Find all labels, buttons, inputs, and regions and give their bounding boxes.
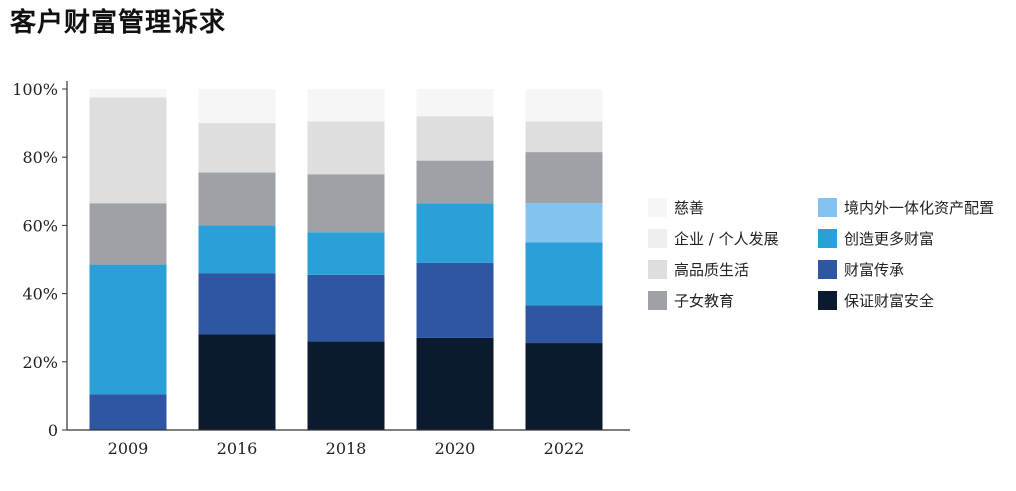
legend-swatch-6 <box>818 229 837 248</box>
y-tick-label: 100% <box>12 80 58 99</box>
bar-segment-2018-8 <box>307 89 385 122</box>
bar-segment-2018-5 <box>307 174 385 233</box>
bar-segment-2022-2 <box>525 305 603 344</box>
bar-segment-2020-3 <box>416 203 494 263</box>
legend-swatch-1 <box>648 198 667 217</box>
legend-swatch-3 <box>648 260 667 279</box>
bar-segment-2018-1 <box>307 341 385 430</box>
legend-item-2: 企业 / 个人发展 <box>648 223 818 254</box>
bar-segment-2022-1 <box>525 343 603 430</box>
bar-segment-2022-5 <box>525 152 603 204</box>
legend-item-5: 境内外一体化资产配置 <box>818 192 1008 223</box>
legend-item-7: 财富传承 <box>818 254 1008 285</box>
legend-swatch-4 <box>648 291 667 310</box>
bar-segment-2022-6 <box>525 121 603 153</box>
bar-segment-2009-6 <box>89 97 167 204</box>
bar-segment-2016-8 <box>198 89 276 124</box>
legend-label-3: 高品质生活 <box>674 261 750 279</box>
bar-segment-2016-6 <box>198 123 276 173</box>
bars-group <box>89 89 603 430</box>
axes-group: 0 20% 40% 60% 80% 100% 2009 2016 2018 2020 2022 <box>12 80 630 458</box>
legend-swatch-5 <box>818 198 837 217</box>
bar-segment-2020-6 <box>416 116 494 161</box>
legend-label-7: 财富传承 <box>844 261 905 279</box>
x-tick-label: 2018 <box>326 439 367 458</box>
legend-swatch-7 <box>818 260 837 279</box>
y-tick-label: 40% <box>22 285 58 304</box>
bar-segment-2009-2 <box>89 394 167 430</box>
bar-segment-2022-8 <box>525 89 603 122</box>
x-tick-label: 2020 <box>435 439 476 458</box>
legend-label-8: 保证财富安全 <box>844 292 935 310</box>
legend-item-6: 创造更多财富 <box>818 223 1008 254</box>
legend-item-1: 慈善 <box>648 192 818 223</box>
bar-segment-2020-1 <box>416 337 494 430</box>
legend-label-6: 创造更多财富 <box>844 230 935 248</box>
x-tick-label: 2022 <box>544 439 585 458</box>
bar-segment-2020-8 <box>416 89 494 117</box>
legend-item-3: 高品质生活 <box>648 254 818 285</box>
bar-segment-2009-8 <box>89 89 167 98</box>
bar-segment-2016-2 <box>198 273 276 335</box>
bar-segment-2018-3 <box>307 232 385 275</box>
bar-segment-2018-2 <box>307 274 385 342</box>
page-title: 客户财富管理诉求 <box>10 8 227 38</box>
bar-segment-2016-1 <box>198 334 276 430</box>
x-tick-label: 2016 <box>217 439 258 458</box>
bar-segment-2022-3 <box>525 242 603 306</box>
legend-item-4: 子女教育 <box>648 285 818 316</box>
legend: 慈善 境内外一体化资产配置 企业 / 个人发展 创造更多财富 高品质生活 财富传… <box>648 192 1008 316</box>
x-tick-label: 2009 <box>108 439 149 458</box>
bar-segment-2022-4 <box>525 203 603 243</box>
bar-segment-2020-5 <box>416 160 494 204</box>
y-tick-label: 20% <box>22 353 58 372</box>
bar-segment-2009-5 <box>89 203 167 265</box>
bar-segment-2018-6 <box>307 121 385 175</box>
y-tick-label: 0 <box>48 421 58 440</box>
legend-label-2: 企业 / 个人发展 <box>674 230 779 248</box>
legend-swatch-8 <box>818 291 837 310</box>
bar-segment-2016-5 <box>198 172 276 226</box>
legend-swatch-2 <box>648 229 667 248</box>
bar-segment-2020-2 <box>416 262 494 338</box>
legend-item-8: 保证财富安全 <box>818 285 1008 316</box>
legend-label-5: 境内外一体化资产配置 <box>844 199 995 217</box>
bar-segment-2009-3 <box>89 264 167 395</box>
stacked-bar-chart: 0 20% 40% 60% 80% 100% 2009 2016 2018 2020 2022 <box>12 80 630 458</box>
bar-segment-2016-3 <box>198 225 276 274</box>
legend-label-4: 子女教育 <box>674 292 735 310</box>
y-tick-label: 60% <box>22 216 58 235</box>
legend-label-1: 慈善 <box>674 199 705 217</box>
y-tick-label: 80% <box>22 148 58 167</box>
